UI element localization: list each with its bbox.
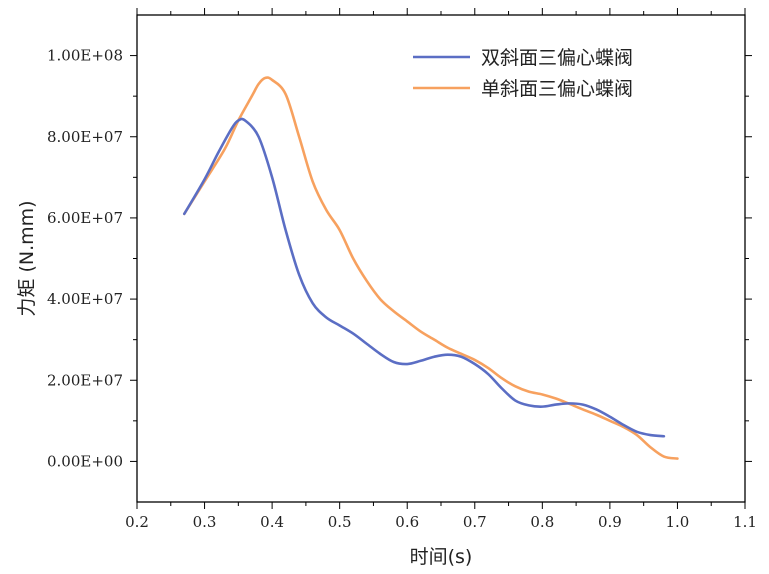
x-tick-label: 0.2 (125, 513, 149, 531)
x-tick-label: 0.6 (395, 513, 419, 531)
series-layer (182, 76, 679, 460)
series-line-2 (182, 76, 679, 460)
x-tick-label: 0.9 (598, 513, 622, 531)
x-axis-title: 时间(s) (410, 546, 473, 568)
x-tick-label: 0.8 (530, 513, 554, 531)
tick-layer: 0.2 0.3 0.4 0.5 0.6 0.7 0.8 0.9 1.0 1.1 0.00E+00 2.… (47, 8, 757, 531)
y-tick-label: 1.00E+08 (47, 47, 123, 65)
legend-label-1: 双斜面三偏心蝶阀 (481, 47, 633, 69)
y-tick-label: 6.00E+07 (47, 209, 123, 227)
x-tick-label: 0.3 (193, 513, 217, 531)
legend-label-2: 单斜面三偏心蝶阀 (481, 78, 633, 100)
y-tick-label: 4.00E+07 (47, 290, 123, 308)
x-tick-label: 0.7 (463, 513, 487, 531)
series-line-1 (182, 117, 666, 438)
y-axis-title: 力矩 (N.mm) (16, 200, 38, 316)
x-tick-label: 0.5 (328, 513, 352, 531)
x-tick-label: 1.1 (733, 513, 757, 531)
x-tick-label: 0.4 (260, 513, 284, 531)
y-tick-label: 0.00E+00 (47, 452, 123, 470)
x-tick-label: 1.0 (666, 513, 690, 531)
y-tick-label: 8.00E+07 (47, 128, 123, 146)
y-tick-label: 2.00E+07 (47, 371, 123, 389)
